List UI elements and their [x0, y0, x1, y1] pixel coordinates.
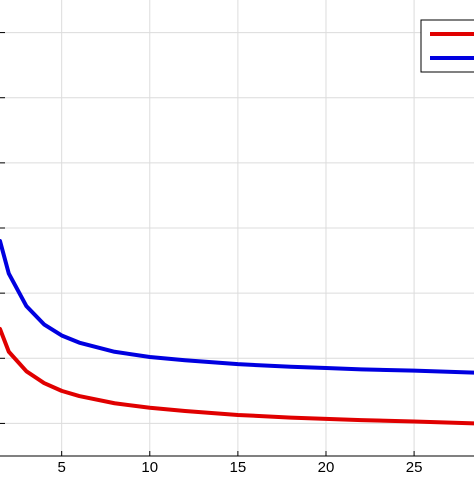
series-line-0 — [0, 326, 474, 426]
axes: 5 10 15 20 25 — [0, 32, 474, 476]
legend-box — [420, 19, 474, 73]
grid — [0, 0, 474, 456]
series-line-1 — [0, 239, 474, 375]
x-tick-label-1: 10 — [141, 459, 158, 474]
legend — [420, 19, 474, 73]
x-tick-label-0: 5 — [58, 459, 66, 474]
x-tick-label-2: 15 — [230, 459, 247, 474]
x-tick-label-3: 20 — [318, 459, 335, 474]
x-tick-label-4: 25 — [406, 459, 423, 474]
series-group — [0, 239, 474, 426]
